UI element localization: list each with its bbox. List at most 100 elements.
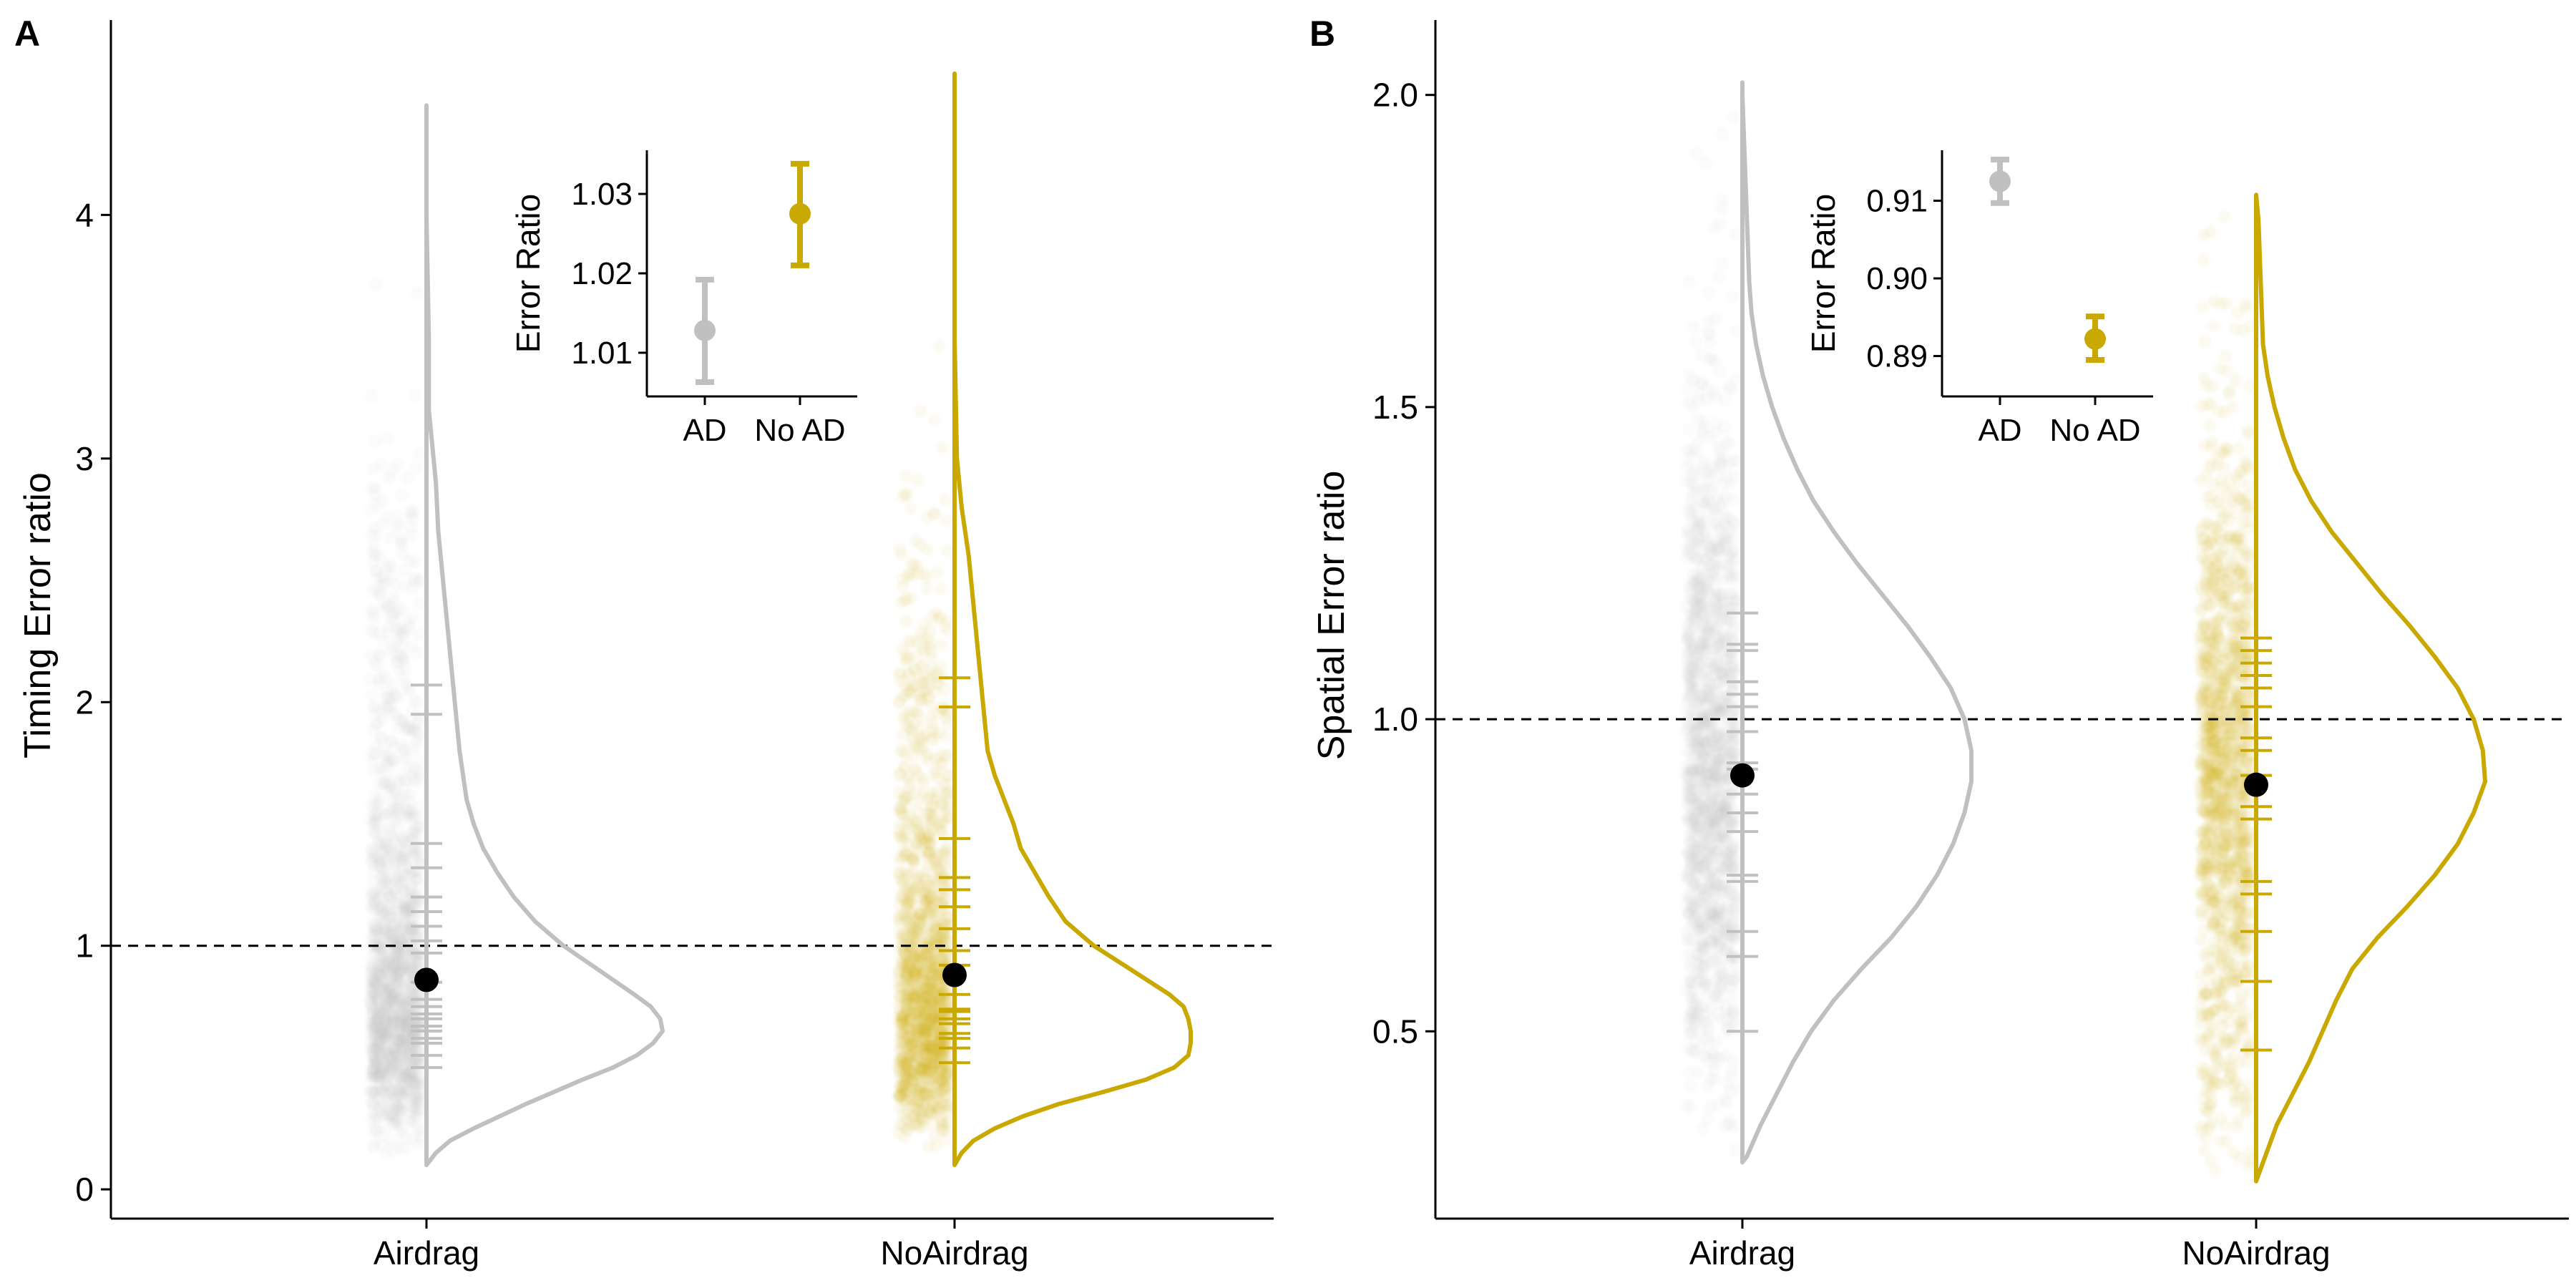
panel-a-airdrag-raw-point [412,597,426,610]
panel-b-noairdrag-raw-point [2198,335,2212,348]
panel-a-noairdrag-raw-point [925,995,939,1008]
panel-b-airdrag-raw-point [1683,972,1697,985]
panel-b-airdrag-raw-point [1712,648,1725,661]
panel-a-airdrag-raw-point [395,488,409,502]
panel-b-airdrag-raw-point [1724,477,1737,490]
panel-a-airdrag-raw-point [367,1020,381,1033]
panel-a-x-tick-label: NoAirdrag [880,1234,1028,1272]
panel-a-noairdrag-raw-point [899,791,912,804]
panel-b-airdrag-raw-point [1724,512,1737,526]
panel-a-noairdrag-raw-point [904,502,917,515]
panel-b-airdrag-raw-point [1697,416,1711,429]
panel-a-airdrag-raw-point [413,628,426,641]
panel-a-airdrag-raw-point [413,447,426,460]
panel-a-noairdrag-raw-point [914,731,927,744]
panel-b-airdrag-raw-point [1702,475,1715,489]
panel-a-noairdrag-raw-point [915,693,929,706]
panel-b-airdrag-raw-point [1691,1066,1704,1080]
panel-a-airdrag-raw-point [409,389,423,402]
panel-a-noairdrag-raw-point [894,1090,907,1103]
panel-a-noairdrag-raw-point [928,413,942,426]
panel-a-noairdrag-raw-point [893,542,907,556]
panel-a-noairdrag-raw-point [892,866,906,879]
panel-a-airdrag-raw-point [365,688,379,701]
panel-b-airdrag-raw-point [1718,420,1732,434]
panel-a-noairdrag-raw-point [897,1131,911,1144]
panel-a-airdrag-raw-point [385,464,399,478]
panel-b-airdrag-raw-point [1687,681,1701,695]
panel-a-airdrag-raw-point [373,890,386,904]
panel-a-noairdrag-raw-point [907,568,920,582]
panel-b-airdrag-raw-point [1687,748,1700,761]
panel-b-airdrag-raw-point [1715,754,1729,768]
panel-a-airdrag-raw-point [391,1035,405,1048]
panel-a-airdrag-raw-point [373,589,386,602]
panel-b-airdrag-raw-point [1712,990,1725,1003]
panel-a-inset-no-ad-mean-point [789,203,811,225]
panel-a-noairdrag-raw-point [934,824,947,837]
panel-b-airdrag-raw-point [1701,1113,1714,1126]
panel-b-airdrag-raw-point [1694,767,1708,781]
panel-b-airdrag-raw-point [1724,586,1737,600]
panel-a-noairdrag-raw-point [937,1101,950,1113]
panel-a-noairdrag-raw-point [909,963,923,977]
panel-a-noairdrag-raw-point [898,759,912,773]
panel-b-airdrag-raw-point [1705,691,1719,704]
panel-a-airdrag-raw-point [369,993,383,1007]
panel-a-airdrag-raw-point [389,520,403,534]
panel-b-airdrag-raw-point [1729,867,1742,880]
panel-a-airdrag-raw-point [398,904,411,918]
panel-a-y-axis-title: Timing Error ratio [17,472,59,758]
panel-a-airdrag-raw-point [376,1138,389,1152]
panel-b-airdrag-raw-point [1694,925,1708,939]
panel-a-noairdrag-raw-point [904,703,917,717]
panel-a-airdrag-raw-point [387,1010,401,1024]
panel-a-airdrag-raw-point [399,804,413,817]
panel-b-airdrag-raw-point [1681,784,1694,798]
panel-a-inset-y-tick-label: 1.02 [571,256,633,291]
panel-a-airdrag-raw-point [369,278,382,291]
panel-a-noairdrag-raw-point [913,671,927,685]
panel-a-airdrag-raw-point [411,820,425,834]
panel-a-airdrag-raw-point [389,1114,402,1128]
panel-a-airdrag-raw-point [374,1068,388,1081]
panel-a-airdrag-raw-point [396,875,409,889]
panel-a-airdrag-raw-point [366,482,379,495]
panel-b-airdrag-raw-point [1716,127,1729,140]
panel-b-airdrag-raw-point [1705,914,1719,927]
panel-a-noairdrag-raw-point [917,1008,931,1021]
panel-a-noairdrag-raw-point [918,618,932,631]
panel-a-airdrag-raw-point [394,532,408,546]
panel-a-noairdrag-raw-point [935,441,949,454]
panel-b-airdrag-raw-point [1712,364,1726,378]
panel-a-noairdrag-raw-point [911,1086,924,1100]
panel-a-airdrag-raw-point [369,434,382,448]
panel-b-airdrag-raw-point [1702,286,1716,300]
panel-a-airdrag-raw-point [367,815,381,828]
panel-a-airdrag-raw-point [376,495,390,509]
panel-b-airdrag-raw-point [1727,110,1740,124]
panel-b-airdrag-raw-point [1717,922,1731,936]
panel-a-airdrag-raw-point [380,431,394,445]
panel-a-airdrag-raw-point [374,826,388,839]
panel-b-airdrag-raw-point [1695,731,1709,745]
panel-a-airdrag-raw-point [374,550,387,564]
panel-b-airdrag-raw-point [1710,630,1724,644]
panel-b-airdrag-raw-point [1688,1015,1702,1029]
panel-b-airdrag-raw-point [1711,1098,1724,1112]
panel-a-noairdrag-raw-point [909,761,922,775]
panel-b-airdrag-raw-point [1699,582,1713,596]
panel-a-airdrag-raw-point [384,560,397,574]
panel-a-noairdrag-raw-point [930,890,944,904]
panel-b-airdrag-raw-point [1704,1001,1717,1015]
panel-a-airdrag-raw-point [385,924,399,938]
panel-a-airdrag-raw-point [386,678,399,692]
panel-a-noairdrag-raw-point [902,993,915,1007]
panel-b-airdrag-raw-point [1727,1120,1740,1133]
panel-a-noairdrag-raw-point [932,613,945,626]
panel-b-airdrag-raw-point [1708,955,1722,968]
panel-a-inset-x-tick-label: AD [683,413,726,448]
panel-a-noairdrag-raw-point [905,907,919,920]
panel-b-airdrag-raw-point [1689,613,1702,626]
